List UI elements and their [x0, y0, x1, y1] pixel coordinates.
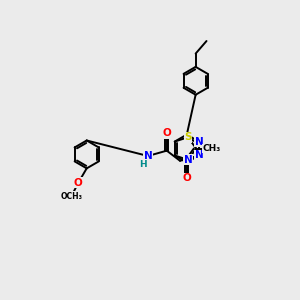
- Text: O: O: [74, 178, 82, 188]
- Text: CH₃: CH₃: [203, 144, 221, 153]
- Text: S: S: [184, 132, 192, 142]
- Text: N: N: [194, 136, 203, 147]
- Text: N: N: [184, 155, 192, 165]
- Text: N: N: [194, 151, 203, 160]
- Text: N: N: [144, 151, 152, 161]
- Text: O: O: [182, 173, 191, 183]
- Text: H: H: [139, 160, 146, 169]
- Text: O: O: [162, 128, 171, 138]
- Text: OCH₃: OCH₃: [61, 192, 82, 201]
